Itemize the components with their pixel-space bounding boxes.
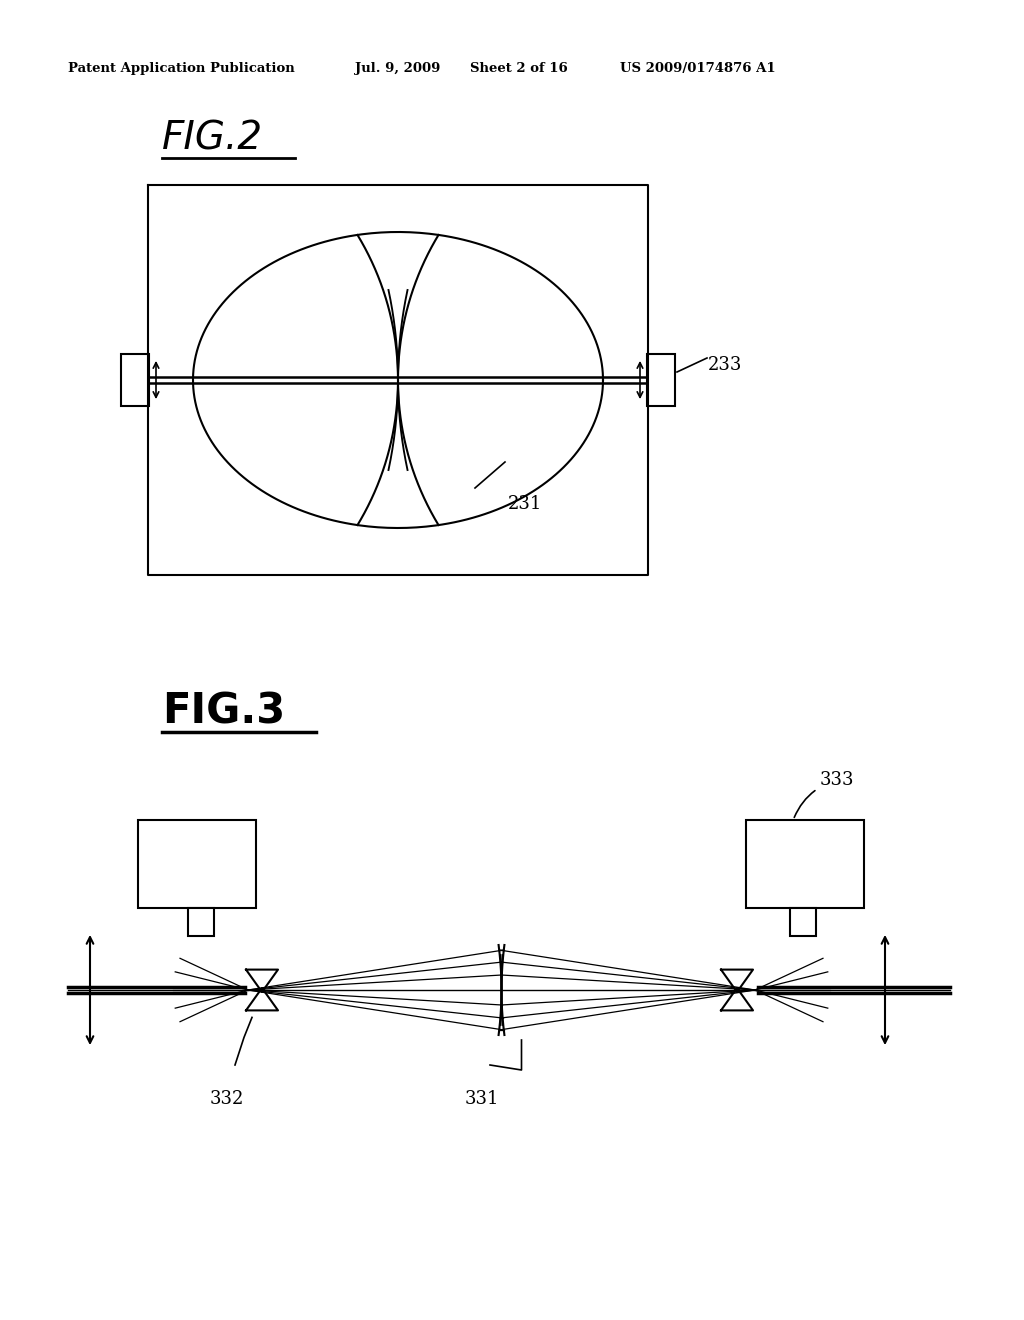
Text: FIG.2: FIG.2	[162, 120, 263, 158]
Text: Jul. 9, 2009: Jul. 9, 2009	[355, 62, 440, 75]
Text: Patent Application Publication: Patent Application Publication	[68, 62, 295, 75]
Text: 331: 331	[465, 1090, 500, 1107]
Bar	[188, 908, 214, 936]
Text: 231: 231	[508, 495, 543, 513]
Text: 233: 233	[708, 356, 742, 374]
Bar	[790, 908, 816, 936]
Text: 332: 332	[210, 1090, 245, 1107]
Text: FIG.3: FIG.3	[162, 690, 286, 733]
Bar	[121, 354, 150, 407]
Bar	[746, 820, 864, 908]
Bar	[138, 820, 256, 908]
Text: 333: 333	[795, 771, 854, 817]
Text: Sheet 2 of 16: Sheet 2 of 16	[470, 62, 567, 75]
Bar	[647, 354, 675, 407]
Text: US 2009/0174876 A1: US 2009/0174876 A1	[620, 62, 775, 75]
